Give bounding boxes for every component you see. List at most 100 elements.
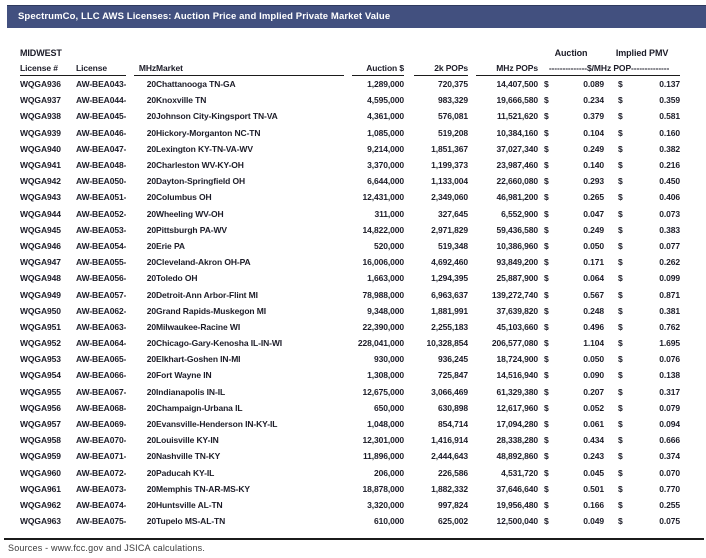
mhz-pops-cell: 6,552,900	[501, 208, 539, 219]
pops-2k-cell: 226,586	[437, 467, 469, 478]
license-number-cell: WQGA941	[20, 160, 61, 171]
auction-per-pop-cell: 0.501	[583, 483, 605, 494]
license-number-cell: WQGA942	[20, 176, 61, 187]
col-header-mhz: MHz	[134, 58, 157, 76]
spacer-cell	[468, 92, 476, 108]
spacer-cell	[126, 270, 134, 286]
spacer-cell	[126, 92, 134, 108]
spacer-cell	[344, 222, 352, 238]
market-cell: Grand Rapids-Muskegon MI	[156, 305, 267, 316]
dollar-sign: $	[544, 111, 549, 122]
spacer-cell	[404, 206, 414, 222]
spacer-cell	[604, 173, 618, 189]
auction-amount-cell: 3,320,000	[367, 499, 405, 510]
auction-amount-cell: 4,595,000	[367, 95, 405, 106]
spacer-cell	[126, 448, 134, 464]
license-table: MIDWEST Auction Implied PMV License # Li…	[20, 42, 681, 529]
mhz-pops-cell: 37,027,340	[496, 143, 539, 154]
license-cell: AW-BEA062-B	[76, 305, 126, 316]
spacer-cell	[604, 108, 618, 124]
market-cell: Fort Wayne IN	[156, 370, 212, 381]
spacer-cell	[126, 367, 134, 383]
spacer-cell	[404, 189, 414, 205]
auction-amount-cell: 228,041,000	[357, 338, 405, 349]
license-number-cell: WQGA957	[20, 419, 61, 430]
auction-group-label: Auction	[554, 48, 588, 58]
dollar-sign: $	[544, 338, 549, 349]
spacer-cell	[344, 58, 352, 76]
auction-amount-cell: 12,675,000	[362, 386, 405, 397]
market-cell: Lexington KY-TN-VA-WV	[156, 143, 253, 154]
dollar-sign: $	[544, 224, 549, 235]
market-cell: Chicago-Gary-Kenosha IL-IN-WI	[156, 338, 283, 349]
spacer-cell	[468, 189, 476, 205]
spacer-cell	[604, 481, 618, 497]
auction-per-pop-cell: 0.089	[583, 79, 605, 90]
table-row: WQGA957 AW-BEA069-B 20 Evansville-Hender…	[20, 416, 680, 432]
report-title: SpectrumCo, LLC AWS Licenses: Auction Pr…	[18, 11, 391, 22]
license-number-cell: WQGA948	[20, 273, 61, 284]
spacer-cell	[404, 497, 414, 513]
spacer-cell	[468, 351, 476, 367]
spacer-cell	[604, 448, 618, 464]
mhz-pops-cell: 45,103,660	[496, 321, 539, 332]
auction-per-pop-cell: 0.104	[583, 127, 605, 138]
col-header-per-mhz-pop: --------------$/MHz POP--------------	[538, 58, 681, 76]
mhz-pops-cell: 12,500,040	[496, 516, 539, 527]
auction-per-pop-cell: 0.064	[583, 273, 605, 284]
spacer-cell	[404, 254, 414, 270]
license-cell: AW-BEA075-B	[76, 516, 126, 527]
table-row: WQGA942 AW-BEA050-B 20 Dayton-Springfiel…	[20, 173, 680, 189]
spacer-cell	[604, 303, 618, 319]
spacer-cell	[604, 125, 618, 141]
table-row: WQGA956 AW-BEA068-B 20 Champaign-Urbana …	[20, 400, 680, 416]
spacer-cell	[404, 125, 414, 141]
spacer-cell	[126, 173, 134, 189]
spacer-cell	[344, 432, 352, 448]
dollar-sign: $	[618, 499, 623, 510]
spacer-cell	[344, 384, 352, 400]
pmv-per-pop-cell: 0.076	[659, 354, 681, 365]
spacer-cell	[344, 238, 352, 254]
spacer-cell	[126, 141, 134, 157]
spacer-cell	[404, 351, 414, 367]
auction-amount-cell: 206,000	[373, 467, 405, 478]
license-cell: AW-BEA072-B	[76, 467, 126, 478]
spacer-cell	[604, 497, 618, 513]
spacer-cell	[404, 465, 414, 481]
auction-per-pop-cell: 0.234	[583, 95, 605, 106]
spacer-cell	[404, 76, 414, 93]
spacer-cell	[468, 76, 476, 93]
license-cell: AW-BEA071-B	[76, 451, 126, 462]
auction-amount-cell: 9,348,000	[367, 305, 405, 316]
pmv-per-pop-cell: 0.871	[659, 289, 681, 300]
pops-2k-cell: 576,081	[437, 111, 469, 122]
license-number-cell: WQGA936	[20, 79, 61, 90]
mhz-cell: 20	[146, 160, 157, 171]
table-row: WQGA945 AW-BEA053-B 20 Pittsburgh PA-WV …	[20, 222, 680, 238]
spacer-cell	[468, 125, 476, 141]
spacer-cell	[404, 238, 414, 254]
spacer-cell	[344, 400, 352, 416]
dollar-sign: $	[618, 273, 623, 284]
mhz-cell: 20	[146, 143, 157, 154]
header-row-columns: License # License MHz Market Auction $ 2…	[20, 58, 681, 76]
mhz-pops-cell: 48,892,860	[496, 451, 539, 462]
license-number-cell: WQGA958	[20, 435, 61, 446]
mhz-cell: 20	[146, 305, 157, 316]
auction-per-pop-cell: 0.090	[583, 370, 605, 381]
mhz-pops-cell: 61,329,380	[496, 386, 539, 397]
license-cell: AW-BEA046-B	[76, 127, 126, 138]
spacer-cell	[468, 173, 476, 189]
spacer-cell	[604, 319, 618, 335]
pops-2k-cell: 1,294,395	[431, 273, 469, 284]
table-row: WQGA959 AW-BEA071-B 20 Nashville TN-KY 1…	[20, 448, 680, 464]
mhz-pops-cell: 11,521,620	[496, 111, 539, 122]
pops-2k-cell: 625,002	[437, 516, 469, 527]
mhz-pops-cell: 206,577,080	[491, 338, 539, 349]
market-cell: Evansville-Henderson IN-KY-IL	[156, 419, 278, 430]
pops-2k-cell: 1,851,367	[431, 143, 469, 154]
auction-amount-cell: 1,289,000	[367, 79, 405, 90]
col-header-license-number: License #	[20, 58, 76, 76]
spacer-cell	[404, 416, 414, 432]
